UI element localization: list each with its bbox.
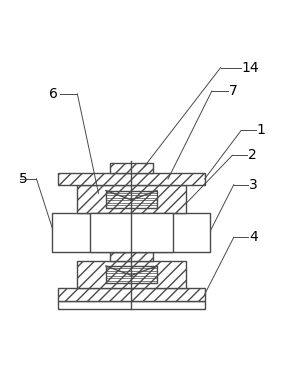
Bar [77, 185, 186, 213]
Bar [52, 213, 210, 252]
Bar [110, 252, 153, 261]
Text: 2: 2 [248, 148, 256, 162]
Bar [58, 301, 204, 309]
Bar [77, 261, 186, 288]
Bar [106, 266, 157, 283]
Text: 1: 1 [256, 123, 265, 138]
Text: 5: 5 [19, 172, 28, 186]
Bar [110, 163, 153, 173]
Text: 4: 4 [249, 230, 258, 244]
Bar [106, 190, 157, 207]
Text: 14: 14 [241, 61, 259, 75]
Text: 6: 6 [49, 87, 58, 101]
Bar [58, 173, 204, 185]
Text: 3: 3 [249, 178, 258, 192]
Bar [90, 213, 173, 252]
Bar [58, 288, 204, 301]
Text: 7: 7 [229, 84, 238, 98]
